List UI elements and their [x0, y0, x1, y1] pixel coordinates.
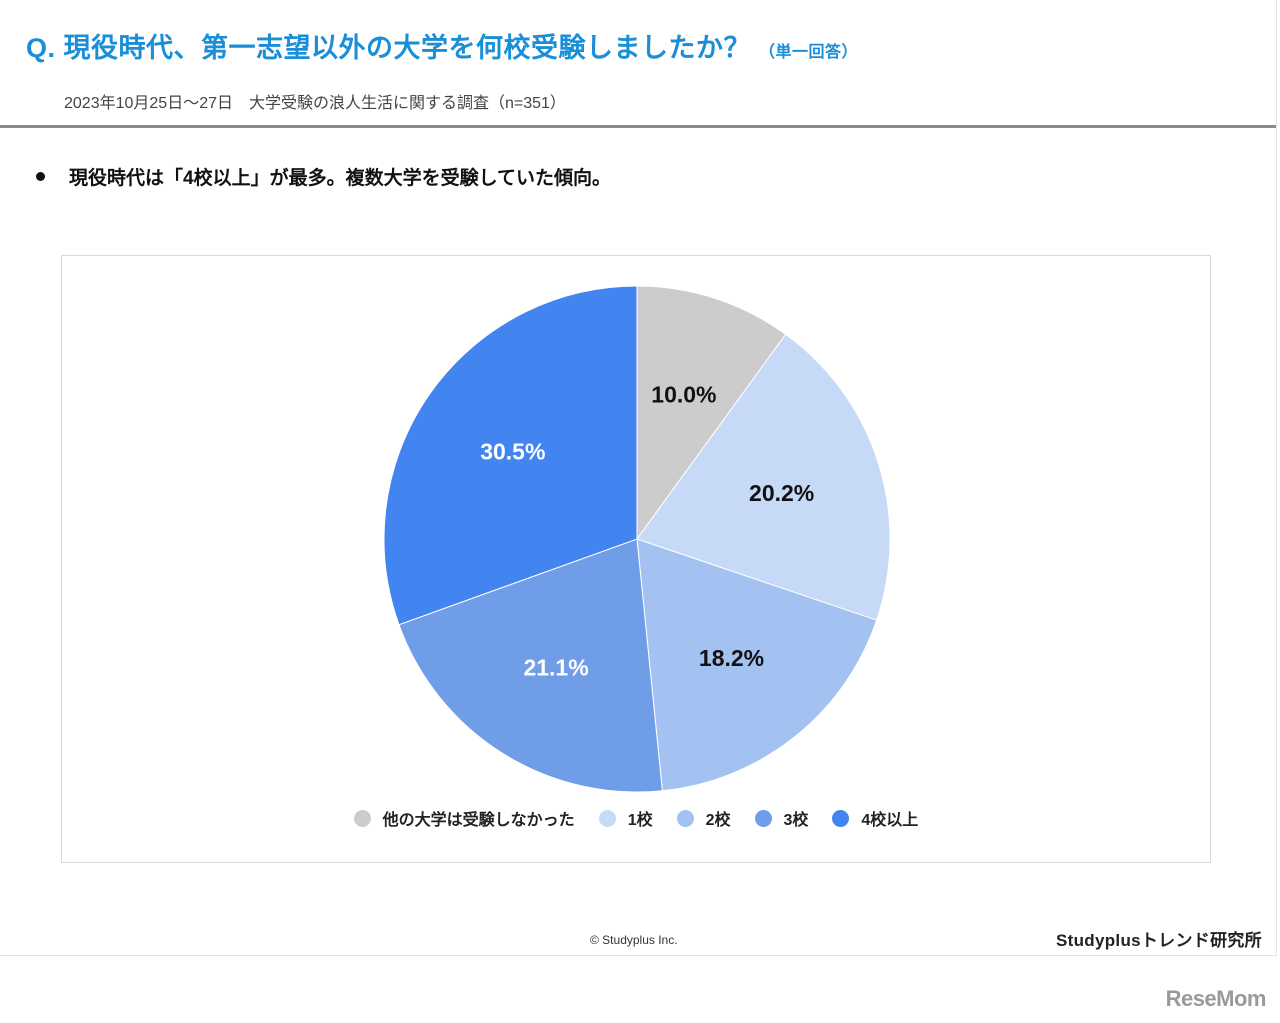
slide: Q. 現役時代、第一志望以外の大学を何校受験しましたか？ （単一回答） 2023年… [0, 0, 1277, 956]
legend-swatch-icon [754, 809, 772, 827]
copyright-text: © Studyplus Inc. [590, 933, 678, 947]
legend-item: 3校 [754, 806, 809, 830]
legend-item: 他の大学は受験しなかった [353, 806, 575, 830]
legend-label: 4校以上 [861, 812, 919, 829]
summary-text: 現役時代は「4校以上」が最多。複数大学を受験していた傾向。 [69, 168, 611, 189]
pie-slice [636, 538, 878, 792]
survey-subtitle: 2023年10月25日～27日 大学受験の浪人生活に関する調査（n=351） [64, 95, 566, 112]
chart-legend: 他の大学は受験しなかった 1校 2校 3校 4校以上 [62, 806, 1210, 832]
legend-item: 4校以上 [832, 806, 918, 830]
legend-label: 2校 [705, 812, 731, 829]
chart-container: 10.0% 20.2% 18.2% 21.1% 30.5% 他の大学は受験しなかった 1校… [61, 255, 1211, 863]
legend-label: 他の大学は受験しなかった [382, 812, 575, 829]
answer-type-note: （単一回答） [759, 44, 859, 61]
slice-value-label: 10.0% [651, 382, 716, 408]
legend-swatch-icon [676, 809, 694, 827]
slice-value-label: 20.2% [749, 480, 814, 506]
brand-logo-text: Studyplusトレンド研究所 [1056, 931, 1262, 950]
pie-chart: 10.0% 20.2% 18.2% 21.1% 30.5% [383, 285, 891, 793]
slice-value-label: 18.2% [699, 645, 764, 671]
resemom-watermark: ReseMom [1165, 986, 1267, 1011]
legend-item: 2校 [676, 806, 731, 830]
pie-slice [636, 333, 891, 621]
header-divider [0, 125, 1276, 128]
legend-swatch-icon [598, 809, 616, 827]
legend-label: 3校 [783, 812, 809, 829]
legend-swatch-icon [832, 809, 850, 827]
bullet-dot-icon [36, 172, 45, 182]
summary-bullet: 現役時代は「4校以上」が最多。複数大学を受験していた傾向。 [36, 163, 611, 190]
slice-value-label: 21.1% [523, 654, 588, 680]
legend-swatch-icon [353, 809, 371, 827]
pie-slice [383, 285, 638, 626]
question-title-text: Q. 現役時代、第一志望以外の大学を何校受験しましたか？ [26, 33, 752, 63]
legend-item: 1校 [598, 806, 653, 830]
slice-value-label: 30.5% [480, 439, 545, 465]
legend-label: 1校 [627, 812, 653, 829]
question-title: Q. 現役時代、第一志望以外の大学を何校受験しましたか？ （単一回答） [26, 26, 858, 65]
pie-slice [398, 538, 663, 793]
pie-slice [636, 285, 787, 541]
